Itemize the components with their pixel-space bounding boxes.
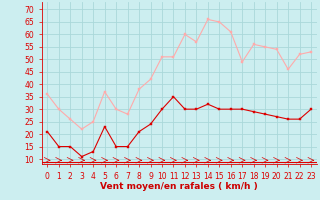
X-axis label: Vent moyen/en rafales ( km/h ): Vent moyen/en rafales ( km/h )	[100, 182, 258, 191]
